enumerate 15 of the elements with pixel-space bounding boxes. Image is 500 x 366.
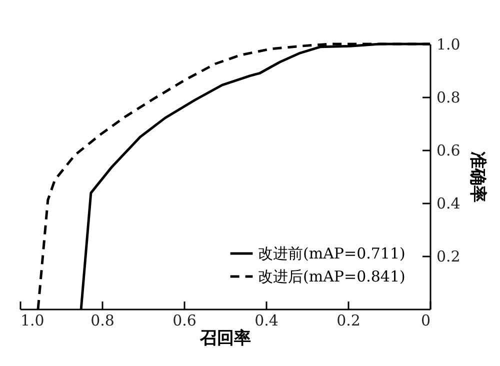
legend-label: 改进后(mAP=0.841) xyxy=(258,268,406,286)
x-tick-label: 0.6 xyxy=(172,312,196,330)
x-tick-label: 1.0 xyxy=(20,312,44,330)
x-tick-label: 0.4 xyxy=(254,312,278,330)
x-tick-label: 0.2 xyxy=(336,312,360,330)
y-axis-title: 准确率 xyxy=(467,152,488,202)
y-tick-label: 0.4 xyxy=(436,194,460,212)
y-tick-label: 1.0 xyxy=(436,36,460,54)
x-tick-label: 0 xyxy=(420,312,430,330)
x-tick-label: 0.8 xyxy=(90,312,114,330)
y-tick-label: 0.2 xyxy=(436,248,460,266)
y-tick-label: 0.6 xyxy=(436,142,460,160)
y-tick-label: 0.8 xyxy=(436,88,460,106)
x-axis-title: 召回率 xyxy=(199,328,251,348)
legend-label: 改进前(mAP=0.711) xyxy=(258,244,406,262)
